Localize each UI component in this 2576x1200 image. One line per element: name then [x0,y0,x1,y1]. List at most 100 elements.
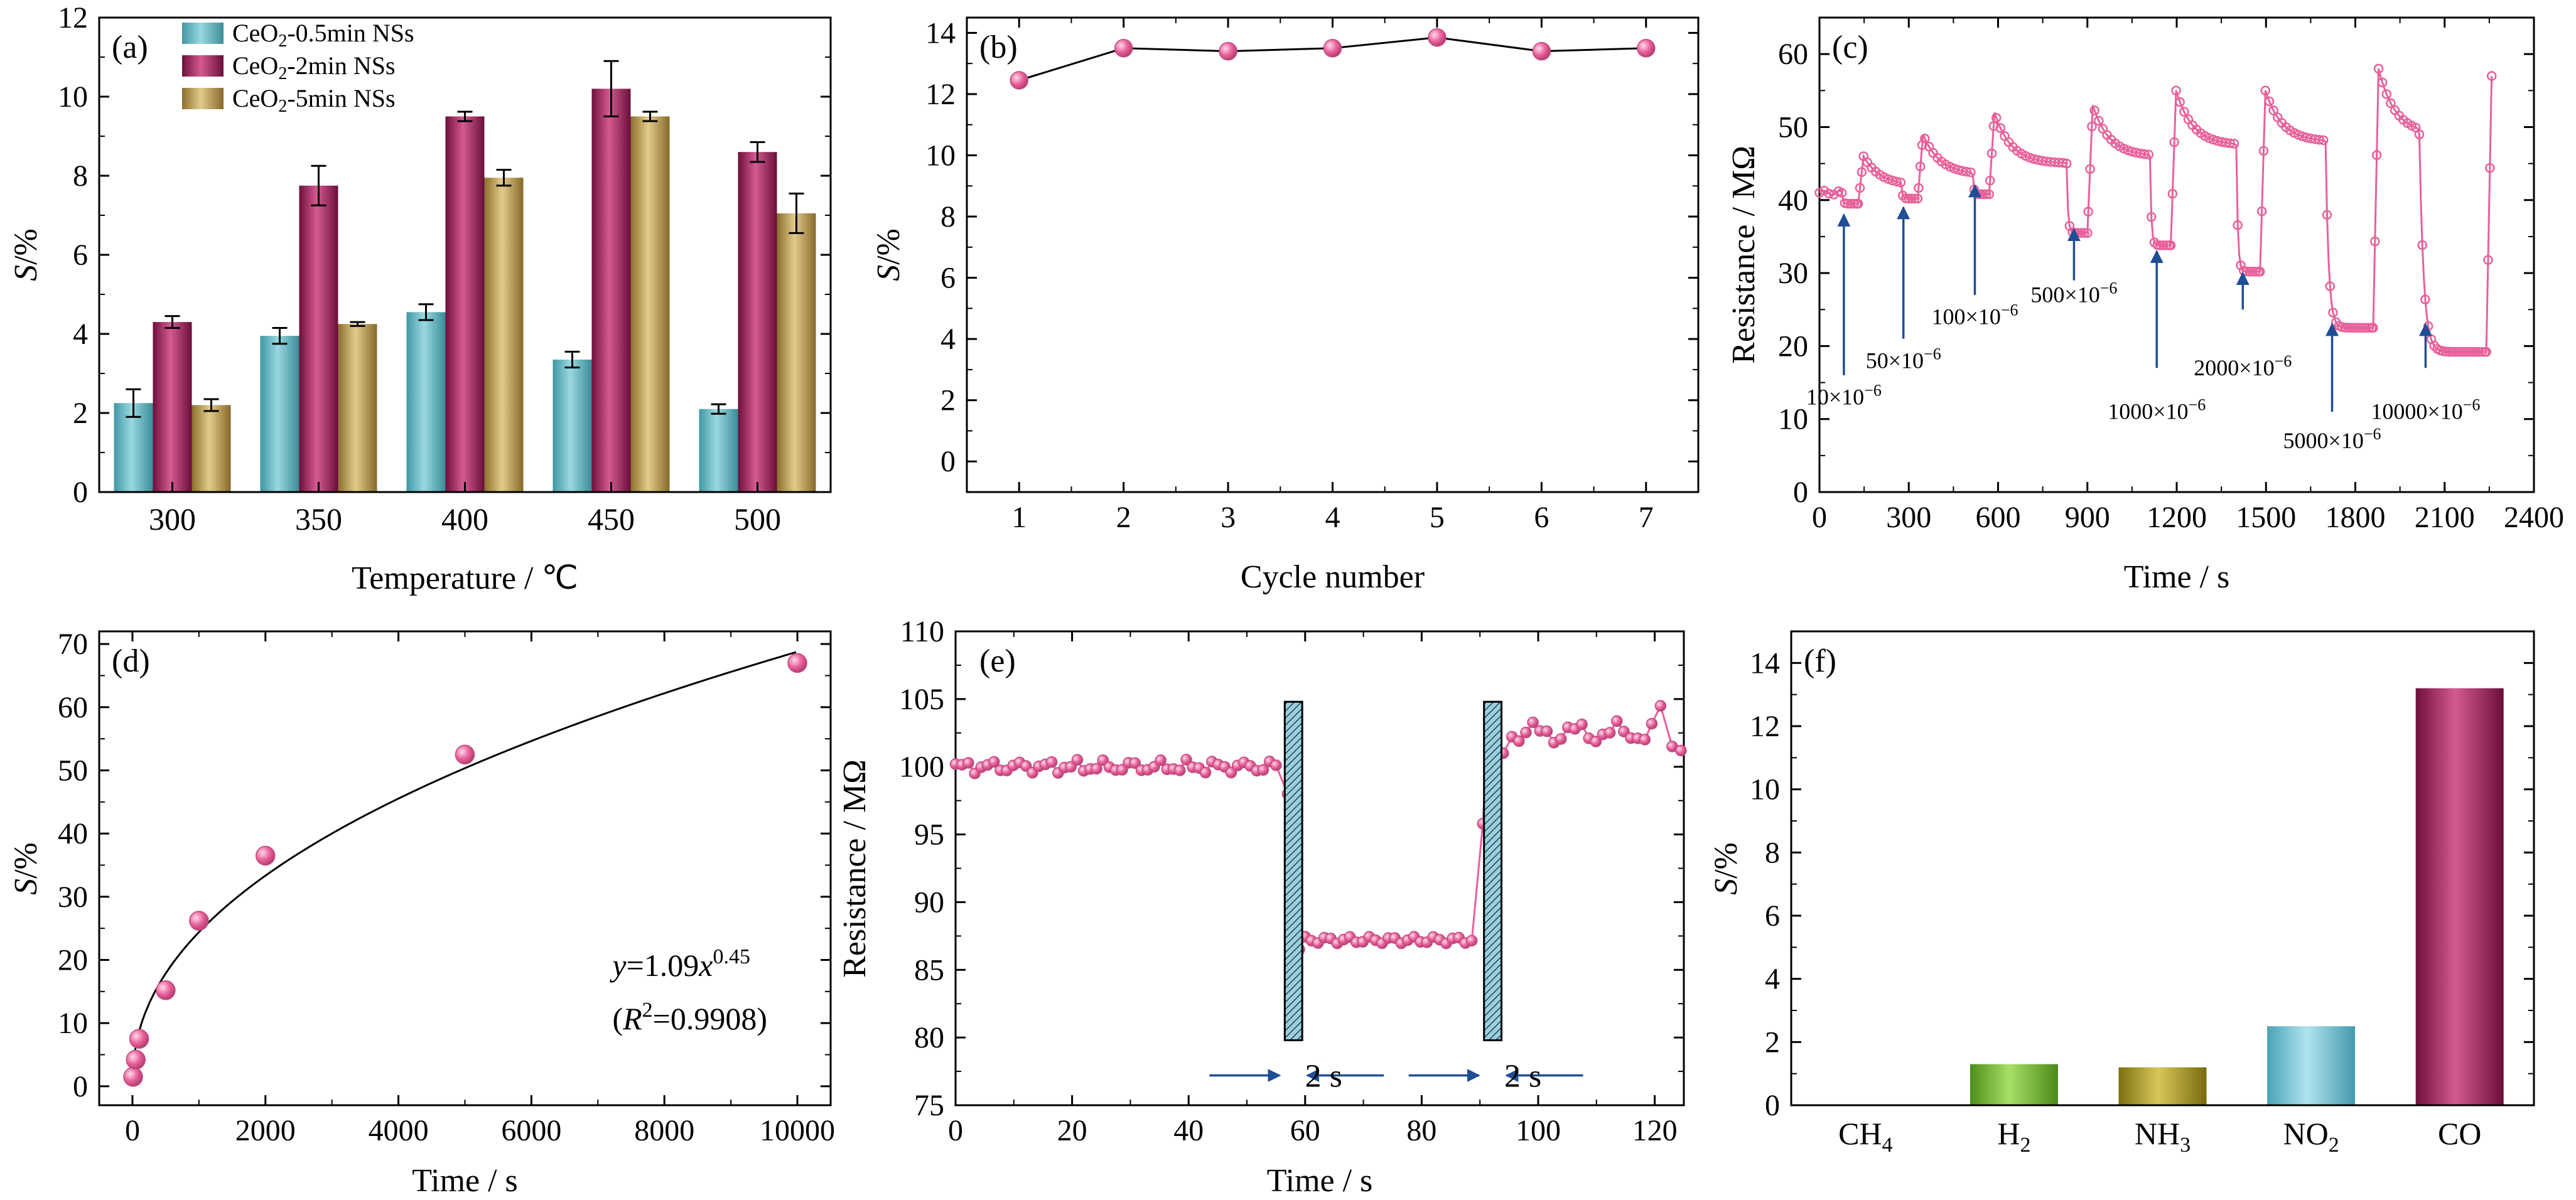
bar-0-4 [699,409,738,492]
trace-point [2420,294,2430,304]
response-window [1483,700,1503,1041]
trace-point [1995,123,2006,133]
x-tick-label: 0 [948,1114,963,1147]
trace-point [2175,97,2185,107]
trace-point [1949,163,1959,174]
concentration-value: 50×10 [1866,348,1924,373]
trace-point [2268,105,2278,115]
trace-point [1654,700,1667,712]
y-tick-label: 8 [1765,836,1780,869]
category-text: CO [2438,1116,2481,1151]
y-tick-label: 60 [58,691,88,724]
x-tick-label: 300 [1886,501,1931,534]
category-subscript: 4 [1882,1133,1893,1157]
bar-4 [2415,688,2504,1105]
trace-point [2089,105,2099,115]
trace-point [1199,766,1212,779]
data-point [455,744,475,765]
legend-swatch-1 [182,55,224,77]
fit-curve [132,651,797,1068]
trace-point [1675,744,1687,757]
y-tick-label: 70 [58,628,88,661]
trace-point [2233,220,2243,230]
bar-0-2 [406,312,446,492]
trace-point [1855,183,1865,193]
legend-text: CeO [232,84,278,112]
legend-text: CeO [232,19,278,47]
x-tick-label: 7 [1639,501,1654,534]
legend-text: -0.5min NSs [287,19,414,47]
y-tick-label: 2 [940,384,956,417]
trace-point [2025,153,2035,163]
category-text: NH [2135,1116,2180,1151]
x-tick-label: 2100 [2415,501,2475,534]
panel-d: 0 10 20 30 40 50 60 70 0 2000 4000 6000 8000 10000 y=1… [8,628,835,1199]
concentration-label: 500×10−6 [2030,279,2117,308]
trace-point [1270,759,1282,771]
trace-point [2087,121,2097,132]
data-point [1010,71,1028,90]
x-tick-label: 4 [1325,501,1340,534]
concentration-exponent: −6 [2189,396,2206,414]
panel-label: (f) [1804,643,1836,679]
bar-2-2 [484,178,524,492]
trace-point [2083,206,2093,217]
y-axis-label-rest: /% [1708,842,1744,879]
y-axis-label-italic: S [8,879,44,895]
y-tick-label: 10 [1778,403,1808,436]
category-text: NO [2283,1116,2328,1151]
y-tick-label: 10 [58,1007,88,1040]
time-label: 2 s [1504,1059,1541,1095]
trace-point [2179,107,2189,117]
trace-point [2314,134,2324,145]
y-tick-label: 2 [1765,1026,1780,1059]
y-axis-label-italic: S [871,265,907,281]
x-axis-label: Time / s [1267,1163,1373,1199]
trace-point [1920,133,1930,144]
bar-1-1 [299,185,338,492]
category-subscript: 2 [2329,1133,2339,1157]
panel-label: (c) [1832,29,1868,65]
y-axis-label-rest: /% [871,228,907,265]
trace-point [1527,716,1539,729]
y-tick-label: 10 [925,139,956,172]
trace-point [2094,115,2104,126]
x-tick-label: H2 [1997,1116,2030,1157]
trace-point [2483,255,2493,265]
y-tick-label: 2 [73,397,88,430]
plot-frame-e [954,630,1685,1106]
eq-y: y [609,948,627,983]
x-tick-label: NH3 [2135,1116,2191,1157]
trace-point [2083,228,2093,238]
bar-2-0 [191,405,231,492]
concentration-value: 100×10 [1932,304,2001,329]
trace-point [1646,717,1658,730]
trace-point [2370,236,2380,247]
x-tick-label: 400 [441,501,488,537]
y-tick-label: 8 [73,159,88,193]
concentration-exponent: −6 [1924,345,1941,363]
trace-point [962,757,974,769]
y-tick-label: 0 [73,476,88,509]
legend-text: -2min NSs [287,51,395,80]
trace-point [2250,267,2261,277]
data-point [126,1049,146,1070]
concentration-exponent: −6 [1864,381,1882,399]
trace-point [2146,212,2157,222]
x-tick-label: 1500 [2236,501,2296,534]
trace-point [988,756,1000,768]
category-text: CH [1838,1116,1882,1151]
x-axis-label: Time / s [412,1163,518,1199]
panel-label: (e) [979,643,1016,679]
x-tick-label: 300 [149,501,196,537]
trace-point [1576,718,1588,731]
x-tick-label: 450 [588,501,635,537]
x-tick-label: 20 [1057,1114,1087,1147]
panel-label: (b) [979,29,1018,65]
data-point [1219,41,1237,61]
trace-point [1520,726,1532,739]
trace-point [1883,174,1894,184]
trace-point [1895,177,1906,188]
